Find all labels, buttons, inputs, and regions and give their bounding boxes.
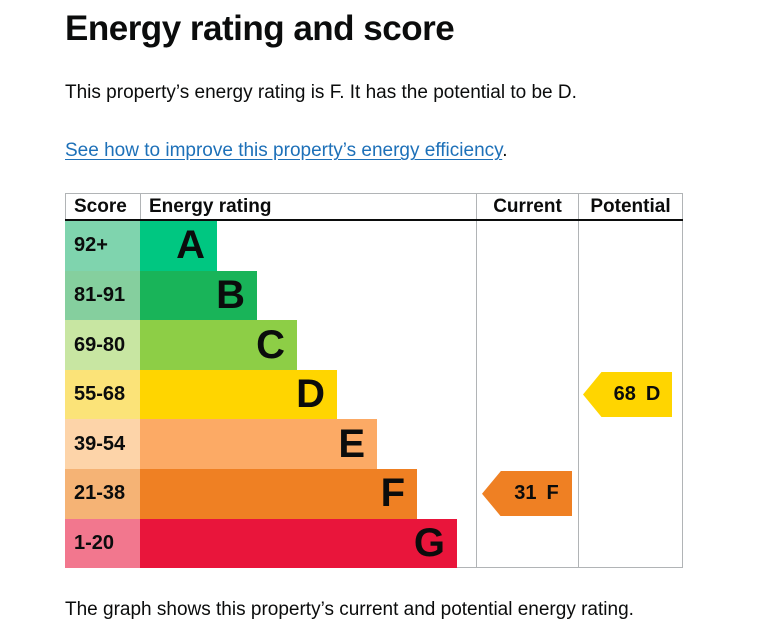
band-row: 39-54 E xyxy=(65,419,683,469)
band-rows: 92+ A 81-91 B 69-80 C 55-68 D 39-54 E 21… xyxy=(65,221,683,569)
potential-band-letter: D xyxy=(645,383,661,406)
current-score-value: 31 xyxy=(514,482,537,505)
band-score-range: 69-80 xyxy=(65,320,140,370)
header-score: Score xyxy=(65,194,140,220)
epc-chart-body: 92+ A 81-91 B 69-80 C 55-68 D 39-54 E 21… xyxy=(65,221,683,569)
epc-chart-header: Score Energy rating Current Potential xyxy=(65,193,683,222)
band-bar: E xyxy=(140,419,377,469)
header-current: Current xyxy=(476,194,578,220)
intro-text: This property’s energy rating is F. It h… xyxy=(65,81,577,103)
band-row: 69-80 C xyxy=(65,320,683,370)
page-title: Energy rating and score xyxy=(65,9,455,48)
band-score-range: 21-38 xyxy=(65,468,140,519)
improve-efficiency-link[interactable]: See how to improve this property’s energ… xyxy=(65,140,503,162)
link-suffix: . xyxy=(502,140,508,162)
band-score-range: 1-20 xyxy=(65,518,140,569)
current-rating-indicator: 31 F xyxy=(482,470,572,517)
band-score-range: 39-54 xyxy=(65,419,140,469)
band-row: 55-68 D xyxy=(65,369,683,420)
band-bar: B xyxy=(140,270,257,321)
link-line: See how to improve this property’s energ… xyxy=(65,140,768,163)
epc-chart: Score Energy rating Current Potential 92… xyxy=(65,193,683,569)
band-bar: C xyxy=(140,320,297,370)
header-energy-rating: Energy rating xyxy=(140,194,476,220)
band-score-range: 55-68 xyxy=(65,369,140,420)
column-divider xyxy=(476,221,477,568)
band-bar: D xyxy=(140,369,337,420)
column-divider xyxy=(682,221,683,568)
band-bar: A xyxy=(140,221,217,271)
current-band-letter: F xyxy=(546,482,559,505)
band-score-range: 92+ xyxy=(65,221,140,271)
band-row: 21-38 F xyxy=(65,468,683,519)
header-potential: Potential xyxy=(578,194,683,220)
band-row: 1-20 G xyxy=(65,518,683,569)
potential-rating-indicator: 68 D xyxy=(583,371,672,418)
band-row: 81-91 B xyxy=(65,270,683,321)
band-bar: G xyxy=(140,518,457,569)
column-divider xyxy=(578,221,579,568)
graph-description: The graph shows this property’s current … xyxy=(65,599,634,621)
band-row: 92+ A xyxy=(65,221,683,271)
band-bar: F xyxy=(140,468,417,519)
potential-score-value: 68 xyxy=(613,383,636,406)
band-score-range: 81-91 xyxy=(65,270,140,321)
